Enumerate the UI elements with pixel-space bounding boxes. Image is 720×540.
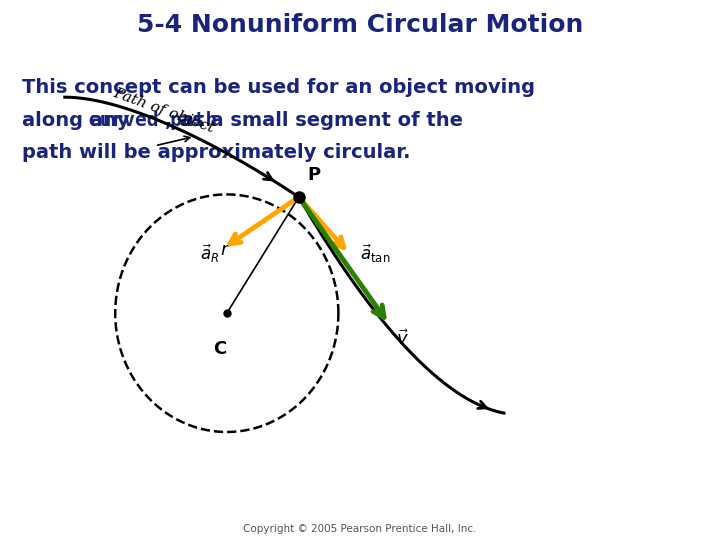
Text: Path of object: Path of object (112, 85, 217, 135)
Text: $\vec{a}_{\mathrm{tan}}$: $\vec{a}_{\mathrm{tan}}$ (360, 243, 390, 266)
Text: , as a small segment of the: , as a small segment of the (165, 111, 463, 130)
Text: along any: along any (22, 111, 136, 130)
Text: This concept can be used for an object moving: This concept can be used for an object m… (22, 78, 534, 97)
Text: path will be approximately circular.: path will be approximately circular. (22, 143, 410, 162)
Text: 5-4 Nonuniform Circular Motion: 5-4 Nonuniform Circular Motion (137, 14, 583, 37)
Text: C: C (213, 340, 226, 358)
Text: P: P (307, 166, 320, 184)
Text: $\vec{v}$: $\vec{v}$ (396, 329, 409, 349)
Text: $\vec{a}_R$: $\vec{a}_R$ (200, 243, 220, 266)
Text: Copyright © 2005 Pearson Prentice Hall, Inc.: Copyright © 2005 Pearson Prentice Hall, … (243, 523, 477, 534)
Text: $r$: $r$ (220, 241, 230, 259)
Text: curved path: curved path (88, 111, 217, 130)
